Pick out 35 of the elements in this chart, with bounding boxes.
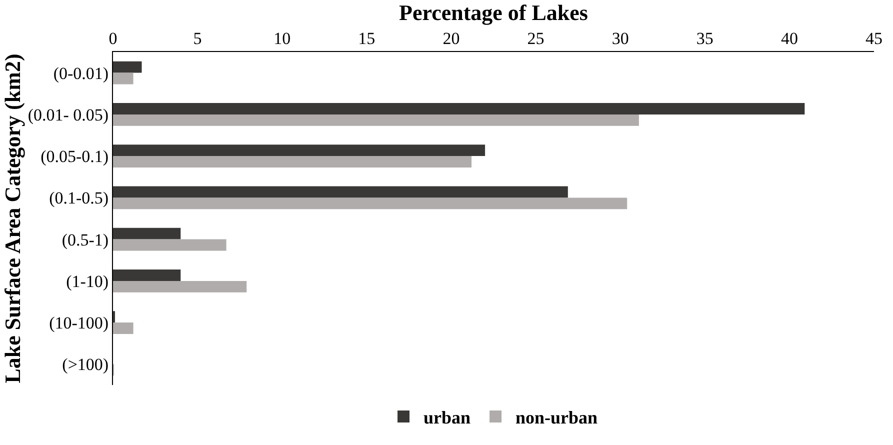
y-tick-label: (0-0.01) [53,64,109,83]
x-tick-label: 10 [274,29,291,48]
x-tick-label: 0 [108,29,118,48]
bar [113,186,568,198]
y-tick-label: (0.1-0.5) [49,188,109,208]
bar [113,322,134,334]
bar [113,280,247,292]
x-axis-title: Percentage of Lakes [399,0,588,25]
y-tick-label: (1-10) [66,272,109,291]
y-tick-label: (0.5-1) [62,230,109,250]
x-tick-label: 30 [612,29,629,48]
bar [113,114,639,126]
x-tick-label: 45 [866,29,882,48]
bar [113,269,181,281]
bar [113,239,226,251]
y-axis-title: Lake Surface Area Category (km2) [0,54,25,384]
x-tick-label: 5 [193,29,202,48]
bar [113,102,805,114]
y-tick-label: (0.01- 0.05) [28,105,109,124]
bar [113,72,134,84]
bar [113,144,486,156]
y-tick-label: (0.05-0.1) [40,147,109,166]
bar [113,61,142,73]
x-tick-label: 35 [696,29,714,48]
legend-label: non-urban [516,408,598,428]
x-tick-label: 20 [442,29,460,48]
x-tick-label: 25 [527,29,544,48]
legend-label: urban [424,408,471,428]
bar [113,198,628,210]
y-tick-label: (>100) [62,355,109,374]
x-tick-label: 40 [780,29,798,48]
x-tick-label: 15 [358,29,376,48]
bar [113,228,181,240]
bar [113,156,472,168]
y-tick-label: (10-100) [49,314,109,333]
